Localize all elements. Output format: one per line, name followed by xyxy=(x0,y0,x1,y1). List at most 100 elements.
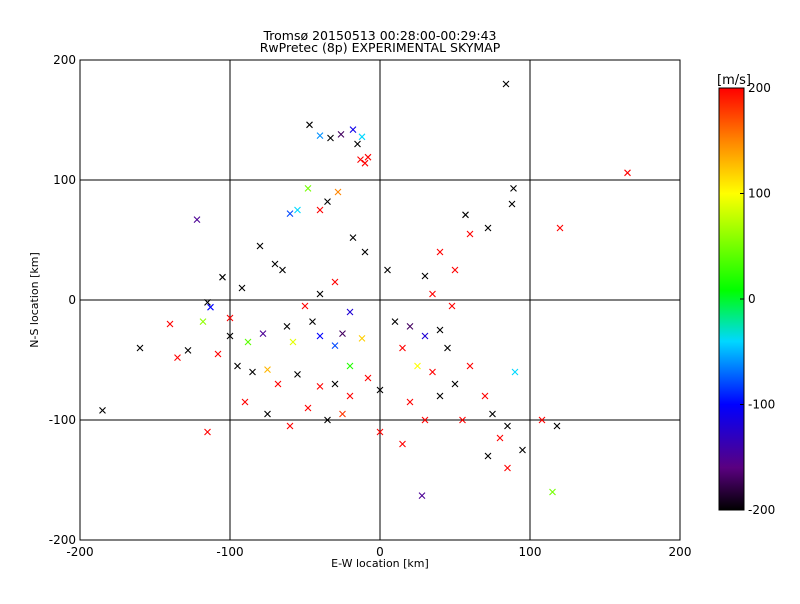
data-point-cross xyxy=(316,332,324,340)
data-point-cross xyxy=(429,368,436,376)
data-point-cross xyxy=(459,416,466,424)
data-point-cross xyxy=(174,354,181,361)
y-tick-label: 100 xyxy=(53,173,76,187)
data-point-cross xyxy=(204,428,211,436)
colorbar-tick-label: 200 xyxy=(748,81,771,95)
data-point-cross xyxy=(316,383,324,390)
data-point-cross xyxy=(241,398,249,406)
data-point-cross xyxy=(466,362,474,370)
data-point-cross xyxy=(316,290,324,298)
data-point-cross xyxy=(384,266,391,274)
data-point-cross xyxy=(462,211,469,219)
data-point-cross xyxy=(549,488,556,496)
data-point-cross xyxy=(214,350,222,358)
data-point-cross xyxy=(466,230,474,238)
data-points xyxy=(99,80,631,499)
data-point-cross xyxy=(316,206,324,214)
y-axis-label: N-S location [km] xyxy=(28,252,41,348)
data-point-cross xyxy=(504,422,511,430)
data-point-cross xyxy=(199,318,207,325)
data-point-cross xyxy=(304,185,312,192)
data-point-cross xyxy=(510,185,517,192)
data-point-cross xyxy=(436,326,444,334)
data-point-cross xyxy=(184,347,192,354)
data-point-cross xyxy=(264,410,271,418)
data-point-cross xyxy=(279,266,286,274)
colorbar-label: [m/s] xyxy=(717,73,751,88)
data-point-cross xyxy=(339,330,346,337)
colorbar-tick-label: 100 xyxy=(748,187,771,201)
data-point-cross xyxy=(271,260,279,268)
data-point-cross xyxy=(399,440,406,448)
x-axis-label: E-W location [km] xyxy=(331,557,429,570)
data-point-cross xyxy=(436,392,444,400)
data-point-cross xyxy=(484,452,492,460)
data-point-cross xyxy=(294,206,301,214)
y-tick-label: 0 xyxy=(68,293,76,307)
data-point-cross xyxy=(504,464,511,472)
data-point-cross xyxy=(484,224,492,232)
data-point-cross xyxy=(244,338,252,346)
data-point-cross xyxy=(376,428,384,436)
chart-subtitle: RwPretec (8p) EXPERIMENTAL SKYMAP xyxy=(260,40,501,55)
data-point-cross xyxy=(624,169,631,177)
data-point-cross xyxy=(324,198,331,205)
data-point-cross xyxy=(274,380,282,388)
data-point-cross xyxy=(286,422,294,430)
data-point-cross xyxy=(556,224,564,232)
data-point-cross xyxy=(399,344,406,352)
data-point-cross xyxy=(436,248,444,256)
data-point-cross xyxy=(99,407,106,414)
data-point-cross xyxy=(496,434,504,442)
data-point-cross xyxy=(406,398,414,406)
data-point-cross xyxy=(519,446,526,454)
x-tick-label: -100 xyxy=(216,545,243,559)
data-point-cross xyxy=(339,410,346,418)
data-point-cross xyxy=(364,153,372,161)
data-point-cross xyxy=(448,302,456,310)
data-point-cross xyxy=(511,368,519,376)
x-tick-label: 200 xyxy=(669,545,692,559)
colorbar: [m/s] -200 -100 0 100 200 xyxy=(717,73,775,517)
data-point-cross xyxy=(234,362,241,370)
y-tick-label: 200 xyxy=(53,53,76,67)
data-point-cross xyxy=(364,374,372,382)
data-point-cross xyxy=(289,338,297,346)
data-point-cross xyxy=(502,80,510,88)
data-point-cross xyxy=(304,404,312,412)
data-point-cross xyxy=(331,278,339,286)
data-point-cross xyxy=(334,188,342,196)
data-point-cross xyxy=(358,133,366,141)
y-axis-ticks: -200 -100 0 100 200 xyxy=(49,53,680,547)
data-point-cross xyxy=(418,492,426,499)
data-point-cross xyxy=(238,284,246,292)
data-point-cross xyxy=(421,272,429,280)
data-point-cross xyxy=(331,380,339,388)
data-point-cross xyxy=(354,140,361,148)
data-point-cross xyxy=(429,290,436,298)
y-tick-label: -100 xyxy=(49,413,76,427)
data-point-cross xyxy=(301,302,309,310)
colorbar-gradient xyxy=(718,87,745,511)
data-point-cross xyxy=(264,366,271,373)
data-point-cross xyxy=(256,242,264,250)
data-point-cross xyxy=(358,335,366,342)
colorbar-ticks: -200 -100 0 100 200 xyxy=(740,81,775,517)
data-point-cross xyxy=(193,216,201,223)
data-point-cross xyxy=(309,318,316,325)
data-point-cross xyxy=(489,410,496,418)
data-point-cross xyxy=(508,200,516,208)
data-point-cross xyxy=(451,380,459,388)
data-point-cross xyxy=(376,386,384,394)
data-point-cross xyxy=(357,156,364,163)
data-point-cross xyxy=(349,234,357,241)
data-point-cross xyxy=(406,323,414,330)
data-point-cross xyxy=(219,273,226,281)
data-point-cross xyxy=(421,332,429,340)
data-point-cross xyxy=(283,323,291,330)
grid-lines xyxy=(80,60,680,540)
data-point-cross xyxy=(136,344,144,352)
data-point-cross xyxy=(538,416,546,424)
